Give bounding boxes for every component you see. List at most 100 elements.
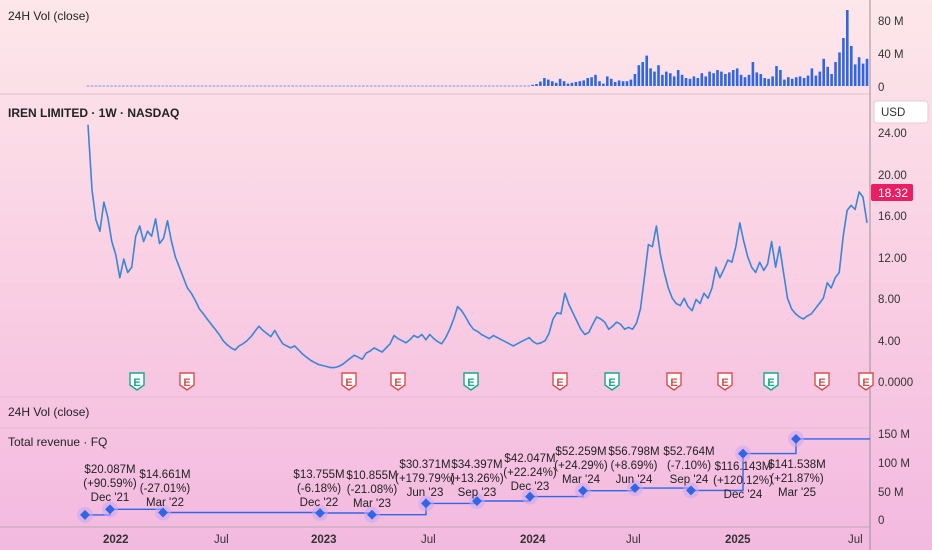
volume-bar	[338, 85, 342, 87]
last-price-badge: 18.32	[871, 184, 913, 201]
price-tick-20: 20.00	[878, 170, 907, 182]
revenue-point[interactable]	[315, 508, 325, 518]
earnings-marker[interactable]: E	[814, 372, 830, 391]
volume-bar	[185, 85, 188, 87]
volume-bar	[798, 76, 802, 86]
volume-bar	[409, 85, 412, 87]
revenue-quarter-label: Sep '24	[670, 474, 709, 486]
volume-bar	[165, 85, 168, 87]
volume-bar	[692, 76, 696, 86]
svg-text:E: E	[670, 377, 677, 389]
volume-bar	[488, 85, 491, 87]
volume-bar	[216, 85, 220, 87]
revenue-point[interactable]	[367, 509, 377, 520]
volume-bar	[728, 72, 731, 86]
volume-bar	[794, 77, 798, 86]
revenue-value-label: $116.143M	[715, 461, 772, 473]
volume-bar	[200, 85, 204, 87]
volume-bar	[708, 71, 711, 86]
revenue-point[interactable]	[791, 433, 801, 444]
volume-bar	[507, 85, 511, 87]
revenue-point[interactable]	[738, 448, 748, 459]
volume-bar	[330, 85, 334, 87]
volume-bar	[802, 78, 806, 86]
volume-bar	[448, 85, 452, 87]
volume-bar	[452, 85, 456, 87]
earnings-marker[interactable]: E	[763, 372, 779, 391]
revenue-point[interactable]	[525, 491, 535, 502]
volume-bar	[731, 70, 735, 86]
vol-panel-label-2: 24H Vol (close)	[8, 405, 89, 419]
volume-bar	[672, 76, 676, 86]
volume-bar	[696, 78, 700, 86]
volume-bar	[515, 85, 519, 87]
volume-bar	[700, 73, 704, 86]
revenue-change-label: (-6.18%)	[297, 483, 341, 495]
volume-bar	[763, 78, 766, 86]
revenue-point[interactable]	[630, 483, 640, 494]
volume-bar	[358, 85, 361, 87]
volume-bar	[551, 81, 554, 86]
volume-bar	[137, 85, 141, 87]
earnings-marker[interactable]: E	[463, 372, 479, 391]
time-label-jul-23: Jul	[421, 534, 436, 546]
earnings-marker[interactable]: E	[179, 372, 195, 391]
volume-bar	[527, 85, 530, 87]
volume-bar	[535, 84, 538, 86]
svg-text:E: E	[183, 377, 190, 389]
volume-bar	[590, 77, 593, 86]
price-tick-12: 12.00	[878, 253, 907, 265]
volume-bar	[362, 85, 365, 87]
revenue-value-label: $10.855M	[346, 470, 397, 482]
volume-bar	[220, 85, 224, 87]
earnings-marker[interactable]: E	[666, 372, 682, 391]
svg-text:E: E	[862, 377, 869, 389]
earnings-marker[interactable]: E	[341, 372, 357, 391]
volume-bar	[468, 85, 471, 87]
currency-label: USD	[881, 107, 905, 119]
earnings-marker[interactable]: E	[858, 372, 874, 391]
revenue-value-label: $14.661M	[139, 469, 190, 481]
earnings-marker[interactable]: E	[390, 372, 406, 391]
volume-bar	[495, 85, 499, 87]
volume-bar	[456, 85, 460, 87]
volume-bar	[350, 85, 353, 87]
revenue-point[interactable]	[472, 496, 482, 506]
volume-bar	[779, 70, 782, 86]
volume-bar	[543, 78, 546, 86]
currency-button[interactable]: USD	[873, 100, 929, 124]
revenue-change-label: (-21.08%)	[347, 484, 398, 496]
revenue-point[interactable]	[686, 485, 696, 496]
volume-bar	[783, 79, 786, 86]
volume-bar	[806, 75, 810, 86]
volume-bar	[771, 76, 774, 86]
vol-panel-label: 24H Vol (close)	[8, 9, 89, 23]
svg-text:E: E	[467, 377, 474, 389]
svg-text:E: E	[133, 377, 140, 389]
svg-text:E: E	[394, 377, 401, 389]
earnings-marker[interactable]: E	[552, 372, 568, 391]
revenue-point[interactable]	[421, 498, 431, 509]
volume-bar	[334, 85, 338, 87]
volume-bar	[850, 46, 853, 86]
earnings-marker[interactable]: E	[717, 372, 733, 391]
volume-bar	[204, 85, 208, 87]
revenue-value-label: $42.047M	[504, 453, 555, 465]
revenue-point[interactable]	[578, 485, 588, 496]
time-label-2025: 2025	[725, 534, 751, 546]
volume-bar	[244, 85, 247, 87]
volume-bar	[90, 85, 94, 87]
volume-bar	[818, 71, 822, 86]
volume-bar	[444, 85, 448, 87]
volume-bar	[684, 78, 688, 86]
volume-bar	[118, 85, 121, 87]
earnings-marker[interactable]: E	[129, 372, 145, 391]
price-tick-4: 4.00	[878, 336, 900, 348]
volume-bar	[86, 85, 90, 87]
revenue-point[interactable]	[158, 507, 168, 518]
earnings-marker[interactable]: E	[604, 372, 620, 391]
volume-bar	[130, 85, 133, 87]
volume-bar	[212, 85, 216, 87]
volume-bar	[126, 85, 129, 87]
revenue-quarter-label: Sep '23	[458, 487, 497, 499]
